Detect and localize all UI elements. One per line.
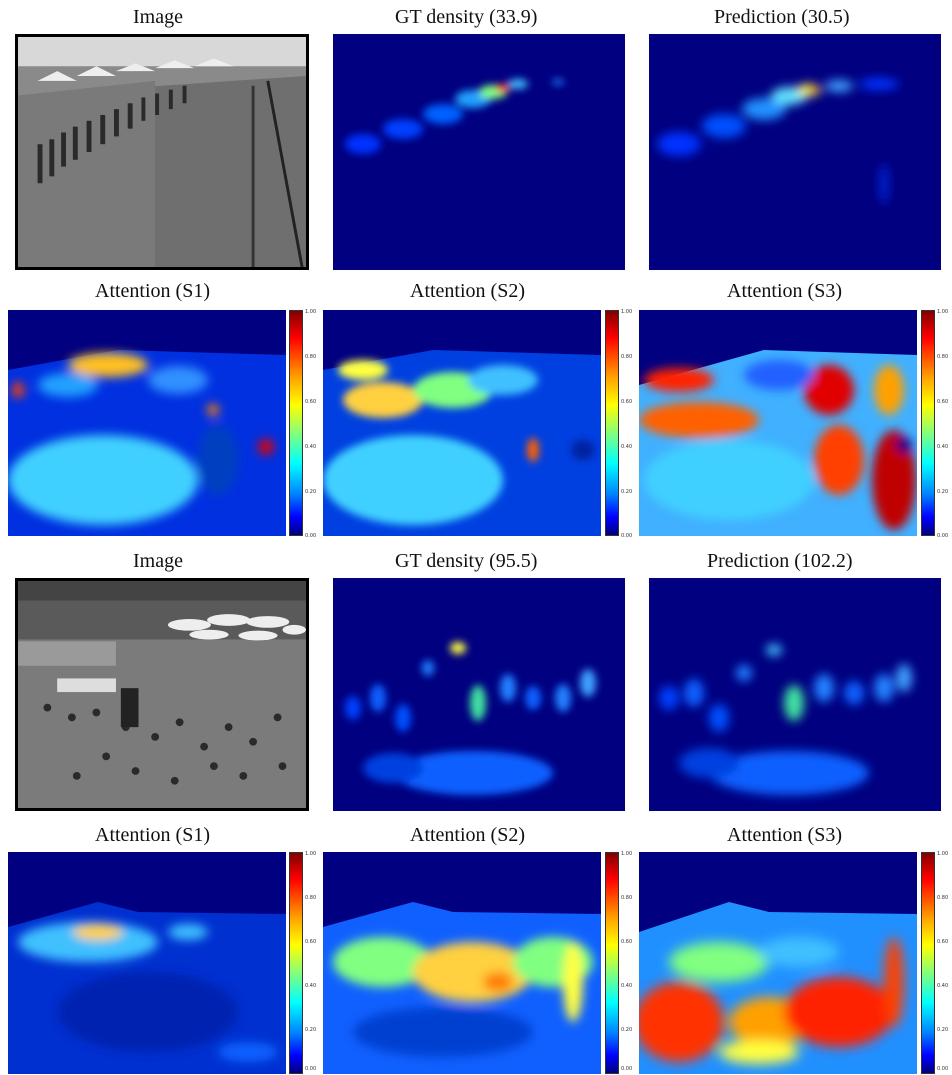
colorbar-tick: 0.80 bbox=[937, 895, 949, 901]
colorbar-tick: 0.40 bbox=[621, 983, 633, 989]
colorbar-tick: 0.00 bbox=[621, 533, 633, 539]
title-attention-s1-1: Attention (S1) bbox=[95, 280, 210, 302]
title-prediction-2: Prediction (102.2) bbox=[707, 550, 853, 572]
colorbar-tick: 1.00 bbox=[305, 851, 317, 857]
colorbar-tick: 1.00 bbox=[937, 851, 949, 857]
colorbar-tick: 0.60 bbox=[937, 939, 949, 945]
title-prediction-1: Prediction (30.5) bbox=[714, 6, 850, 28]
colorbar-tick: 0.40 bbox=[305, 983, 317, 989]
colorbar-tick: 0.20 bbox=[305, 1027, 317, 1033]
colorbar-6 bbox=[921, 852, 935, 1074]
colorbar-3 bbox=[921, 310, 935, 536]
colorbar-tick: 0.20 bbox=[621, 489, 633, 495]
colorbar-tick: 0.80 bbox=[621, 895, 633, 901]
colorbar-tick: 0.20 bbox=[937, 1027, 949, 1033]
colorbar-tick: 0.60 bbox=[937, 399, 949, 405]
colorbar-tick: 0.00 bbox=[937, 1066, 949, 1072]
attention-map-s2-2 bbox=[323, 852, 601, 1074]
colorbar-tick: 1.00 bbox=[621, 309, 633, 315]
title-attention-s2-2: Attention (S2) bbox=[410, 824, 525, 846]
colorbar-tick: 0.00 bbox=[937, 533, 949, 539]
attention-map-s3-2 bbox=[639, 852, 917, 1074]
title-image-1: Image bbox=[133, 6, 183, 28]
colorbar-tick: 1.00 bbox=[621, 851, 633, 857]
colorbar-tick: 0.40 bbox=[937, 444, 949, 450]
colorbar-tick: 0.20 bbox=[621, 1027, 633, 1033]
prediction-map-1 bbox=[649, 34, 941, 270]
colorbar-tick: 0.60 bbox=[621, 399, 633, 405]
gt-density-map-2 bbox=[333, 578, 625, 811]
crowd-photo-2 bbox=[15, 578, 309, 811]
colorbar-tick: 0.80 bbox=[621, 354, 633, 360]
colorbar-tick: 0.20 bbox=[937, 489, 949, 495]
colorbar-tick: 0.40 bbox=[937, 983, 949, 989]
attention-map-s1-2 bbox=[8, 852, 286, 1074]
colorbar-tick: 0.00 bbox=[305, 1066, 317, 1072]
colorbar-tick: 0.40 bbox=[621, 444, 633, 450]
attention-map-s1-1 bbox=[8, 310, 286, 536]
colorbar-4 bbox=[289, 852, 303, 1074]
gt-density-map-1 bbox=[333, 34, 625, 270]
crowd-photo-1 bbox=[15, 34, 309, 270]
title-attention-s3-2: Attention (S3) bbox=[727, 824, 842, 846]
colorbar-tick: 0.00 bbox=[305, 533, 317, 539]
colorbar-tick: 0.60 bbox=[305, 939, 317, 945]
colorbar-tick: 1.00 bbox=[305, 309, 317, 315]
attention-map-s3-1 bbox=[639, 310, 917, 536]
prediction-map-2 bbox=[649, 578, 941, 811]
title-image-2: Image bbox=[133, 550, 183, 572]
title-attention-s3-1: Attention (S3) bbox=[727, 280, 842, 302]
colorbar-tick: 0.80 bbox=[305, 354, 317, 360]
colorbar-tick: 0.80 bbox=[305, 895, 317, 901]
colorbar-tick: 0.80 bbox=[937, 354, 949, 360]
title-gt-density-2: GT density (95.5) bbox=[395, 550, 538, 572]
title-gt-density-1: GT density (33.9) bbox=[395, 6, 538, 28]
colorbar-tick: 0.20 bbox=[305, 489, 317, 495]
title-attention-s2-1: Attention (S2) bbox=[410, 280, 525, 302]
colorbar-tick: 0.60 bbox=[305, 399, 317, 405]
colorbar-2 bbox=[605, 310, 619, 536]
colorbar-tick: 0.60 bbox=[621, 939, 633, 945]
colorbar-tick: 0.40 bbox=[305, 444, 317, 450]
colorbar-5 bbox=[605, 852, 619, 1074]
attention-map-s2-1 bbox=[323, 310, 601, 536]
colorbar-tick: 0.00 bbox=[621, 1066, 633, 1072]
title-attention-s1-2: Attention (S1) bbox=[95, 824, 210, 846]
colorbar-1 bbox=[289, 310, 303, 536]
colorbar-tick: 1.00 bbox=[937, 309, 949, 315]
